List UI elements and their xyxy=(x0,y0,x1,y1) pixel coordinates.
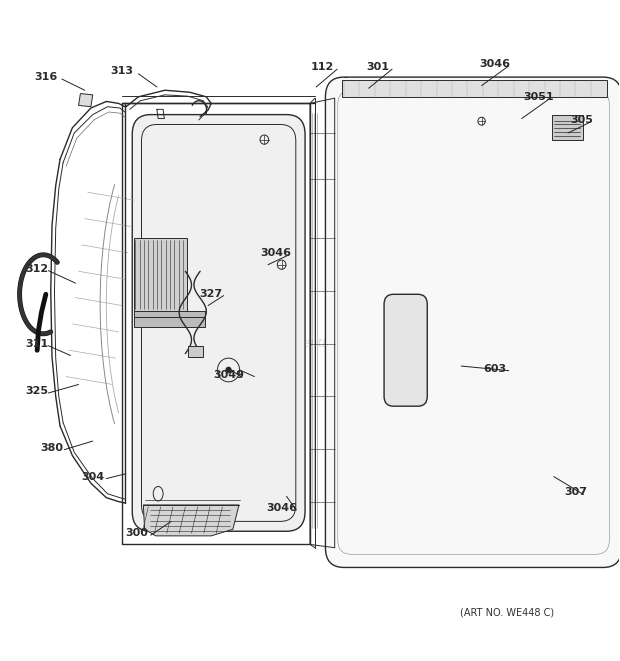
FancyBboxPatch shape xyxy=(384,294,427,407)
Text: 305: 305 xyxy=(570,115,593,125)
Polygon shape xyxy=(79,94,93,106)
Text: 300: 300 xyxy=(126,528,149,538)
FancyBboxPatch shape xyxy=(132,114,305,531)
Text: (ART NO. WE448 C): (ART NO. WE448 C) xyxy=(461,607,554,617)
Bar xyxy=(552,114,583,139)
Bar xyxy=(188,346,203,357)
FancyBboxPatch shape xyxy=(326,77,620,567)
Text: 3046: 3046 xyxy=(267,503,298,513)
Text: 304: 304 xyxy=(81,472,104,482)
Text: 603: 603 xyxy=(484,364,507,373)
Polygon shape xyxy=(134,311,205,327)
Text: 327: 327 xyxy=(200,289,223,299)
Circle shape xyxy=(226,368,231,373)
Text: eReplacementParts.com: eReplacementParts.com xyxy=(238,337,382,350)
Polygon shape xyxy=(143,505,239,536)
Polygon shape xyxy=(134,239,187,311)
Text: 316: 316 xyxy=(34,72,58,82)
Bar xyxy=(342,81,607,97)
Text: 312: 312 xyxy=(25,264,49,274)
Text: 313: 313 xyxy=(110,65,133,75)
Text: 301: 301 xyxy=(366,62,389,72)
Text: 3051: 3051 xyxy=(523,92,554,102)
Text: 112: 112 xyxy=(311,62,334,72)
Text: 3046: 3046 xyxy=(480,59,511,69)
Text: 380: 380 xyxy=(40,443,63,453)
Text: 307: 307 xyxy=(564,487,587,498)
Text: 3046: 3046 xyxy=(260,248,291,258)
Text: 325: 325 xyxy=(25,386,49,396)
Text: 311: 311 xyxy=(25,338,49,348)
Text: 3049: 3049 xyxy=(213,370,244,380)
